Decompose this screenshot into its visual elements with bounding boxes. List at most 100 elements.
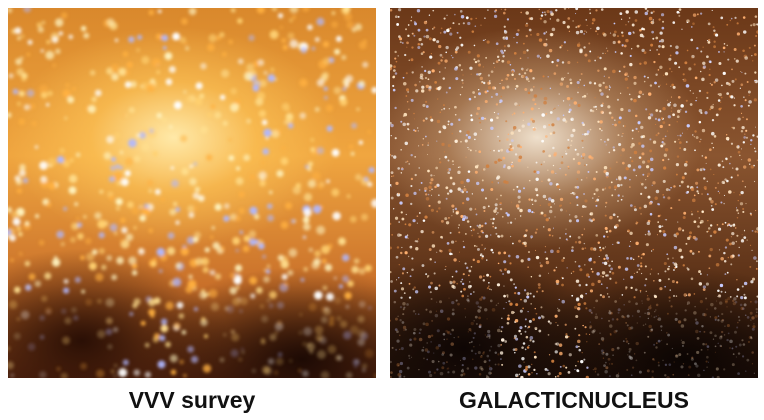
star (595, 299, 599, 303)
star (515, 337, 519, 341)
star (571, 140, 573, 142)
star (709, 247, 713, 252)
star (574, 260, 577, 263)
star (586, 130, 590, 134)
star (422, 346, 425, 349)
star (425, 197, 430, 201)
star (501, 51, 505, 55)
star (302, 370, 309, 377)
star (635, 127, 638, 130)
star (752, 325, 756, 329)
star (550, 199, 555, 203)
star (559, 237, 561, 239)
star (677, 109, 681, 114)
star (446, 338, 448, 340)
star (712, 26, 715, 29)
star (411, 268, 414, 272)
star (190, 355, 199, 364)
star (706, 308, 708, 310)
star (300, 277, 305, 282)
star (348, 144, 354, 149)
star (56, 230, 65, 239)
star (693, 63, 696, 66)
star (718, 93, 722, 97)
star (80, 255, 85, 260)
star (629, 54, 632, 58)
star (524, 325, 527, 328)
star (85, 237, 92, 245)
star (346, 194, 351, 199)
star (328, 320, 335, 327)
star (584, 326, 587, 329)
star (707, 227, 711, 230)
star (480, 188, 485, 192)
star (668, 189, 671, 191)
star (558, 247, 560, 249)
star (725, 238, 729, 242)
star (551, 235, 554, 237)
star (431, 244, 436, 248)
star (585, 31, 588, 33)
star (402, 267, 406, 271)
star (542, 194, 547, 199)
star (575, 219, 580, 223)
star (179, 134, 188, 143)
star (446, 317, 451, 321)
star (438, 207, 441, 210)
star (584, 205, 587, 208)
star (741, 355, 745, 358)
star (462, 368, 464, 371)
star (608, 186, 612, 189)
star (721, 312, 724, 316)
star (133, 225, 137, 230)
star (556, 117, 560, 121)
star (634, 288, 638, 292)
star (493, 149, 495, 152)
star (495, 304, 498, 306)
star (521, 356, 525, 361)
star (113, 374, 117, 378)
star (540, 87, 543, 90)
star (568, 353, 572, 357)
star (697, 225, 700, 228)
star (541, 290, 544, 293)
star (425, 308, 428, 311)
star (736, 174, 739, 177)
star (546, 369, 549, 372)
star (289, 18, 293, 23)
star (601, 188, 605, 191)
star (662, 20, 665, 23)
star (324, 306, 329, 312)
star (742, 141, 746, 144)
star (560, 44, 563, 47)
star (620, 154, 622, 156)
star (638, 90, 643, 95)
star (462, 273, 465, 276)
star (499, 99, 503, 103)
star (733, 58, 736, 60)
star (612, 213, 616, 217)
star (702, 61, 706, 66)
star (430, 178, 434, 182)
star (585, 293, 587, 295)
star (725, 134, 728, 136)
star (175, 207, 181, 212)
star (744, 56, 748, 60)
star (395, 317, 398, 321)
star (701, 210, 704, 213)
star (55, 48, 61, 55)
star (600, 8, 604, 11)
star (193, 307, 198, 312)
star (451, 275, 454, 278)
star (412, 288, 415, 291)
star (647, 335, 650, 338)
star (324, 263, 333, 272)
star (441, 351, 445, 355)
star (470, 340, 474, 343)
star (566, 96, 571, 101)
star (655, 109, 659, 112)
star (743, 296, 747, 300)
star (607, 357, 611, 361)
star (744, 186, 747, 188)
star (750, 319, 752, 321)
